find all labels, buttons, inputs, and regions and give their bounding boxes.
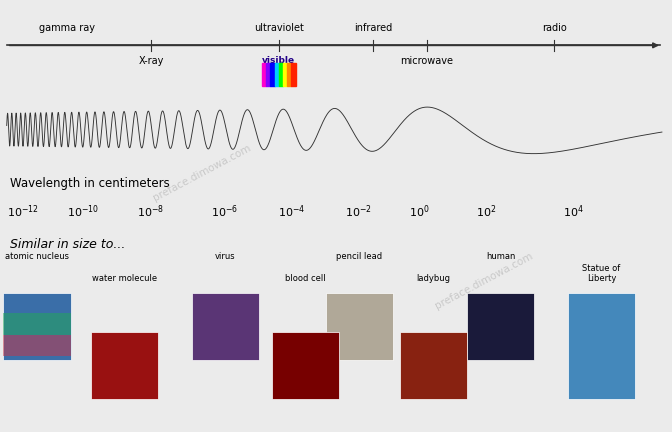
- Bar: [279, 63, 283, 86]
- Text: $10^{0}$: $10^{0}$: [409, 203, 429, 220]
- Text: $10^{-12}$: $10^{-12}$: [7, 203, 39, 220]
- Text: ladybug: ladybug: [417, 274, 450, 283]
- Bar: [400, 332, 467, 398]
- Text: $10^{-4}$: $10^{-4}$: [278, 203, 305, 220]
- Text: pencil lead: pencil lead: [337, 252, 382, 261]
- Text: Statue of
Liberty: Statue of Liberty: [583, 264, 620, 283]
- Text: visible: visible: [262, 56, 296, 65]
- Text: blood cell: blood cell: [286, 274, 326, 283]
- Text: $10^{-10}$: $10^{-10}$: [67, 203, 99, 220]
- Text: $10^{-6}$: $10^{-6}$: [211, 203, 238, 220]
- Text: preface.dimowa.com: preface.dimowa.com: [433, 251, 534, 311]
- Bar: [3, 293, 71, 359]
- Bar: [270, 63, 275, 86]
- Bar: [283, 63, 287, 86]
- Text: radio: radio: [542, 23, 566, 33]
- Bar: [272, 332, 339, 398]
- Text: X-ray: X-ray: [138, 56, 164, 66]
- Text: virus: virus: [215, 252, 235, 261]
- Bar: [192, 293, 259, 359]
- Bar: [287, 63, 292, 86]
- Text: preface.dimowa.com: preface.dimowa.com: [151, 143, 252, 203]
- Bar: [275, 63, 279, 86]
- Text: Wavelength in centimeters: Wavelength in centimeters: [10, 177, 170, 190]
- Bar: [3, 335, 71, 356]
- Bar: [3, 313, 71, 335]
- Text: water molecule: water molecule: [92, 274, 157, 283]
- Text: $10^{4}$: $10^{4}$: [564, 203, 584, 220]
- Bar: [262, 63, 266, 86]
- Text: ultraviolet: ultraviolet: [254, 23, 304, 33]
- Text: atomic nucleus: atomic nucleus: [5, 252, 69, 261]
- Text: $10^{-2}$: $10^{-2}$: [345, 203, 372, 220]
- Text: $10^{-8}$: $10^{-8}$: [137, 203, 164, 220]
- Bar: [292, 63, 296, 86]
- Text: $10^{2}$: $10^{2}$: [476, 203, 497, 220]
- Bar: [467, 293, 534, 359]
- Bar: [91, 332, 158, 398]
- Text: gamma ray: gamma ray: [39, 23, 95, 33]
- Text: infrared: infrared: [354, 23, 392, 33]
- Bar: [266, 63, 270, 86]
- Bar: [568, 293, 635, 398]
- Text: microwave: microwave: [401, 56, 453, 66]
- Text: Similar in size to...: Similar in size to...: [10, 238, 126, 251]
- Bar: [326, 293, 393, 359]
- Text: human: human: [486, 252, 515, 261]
